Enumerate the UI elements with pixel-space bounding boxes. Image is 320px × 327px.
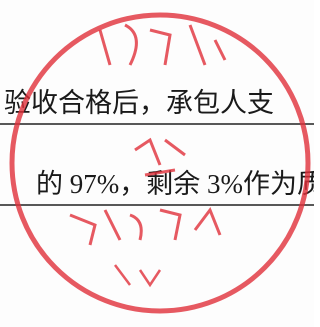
paper bbox=[0, 0, 314, 327]
text-line: 验收合格后，承包人支 bbox=[4, 88, 274, 118]
document-fragment: 验收合格后，承包人支 的 97%，剩余 3%作为质 bbox=[0, 0, 314, 327]
text-line: 的 97%，剩余 3%作为质 bbox=[36, 169, 314, 199]
page: {"document": {"lines": ["验收合格后，承包人支", "的… bbox=[0, 0, 314, 327]
